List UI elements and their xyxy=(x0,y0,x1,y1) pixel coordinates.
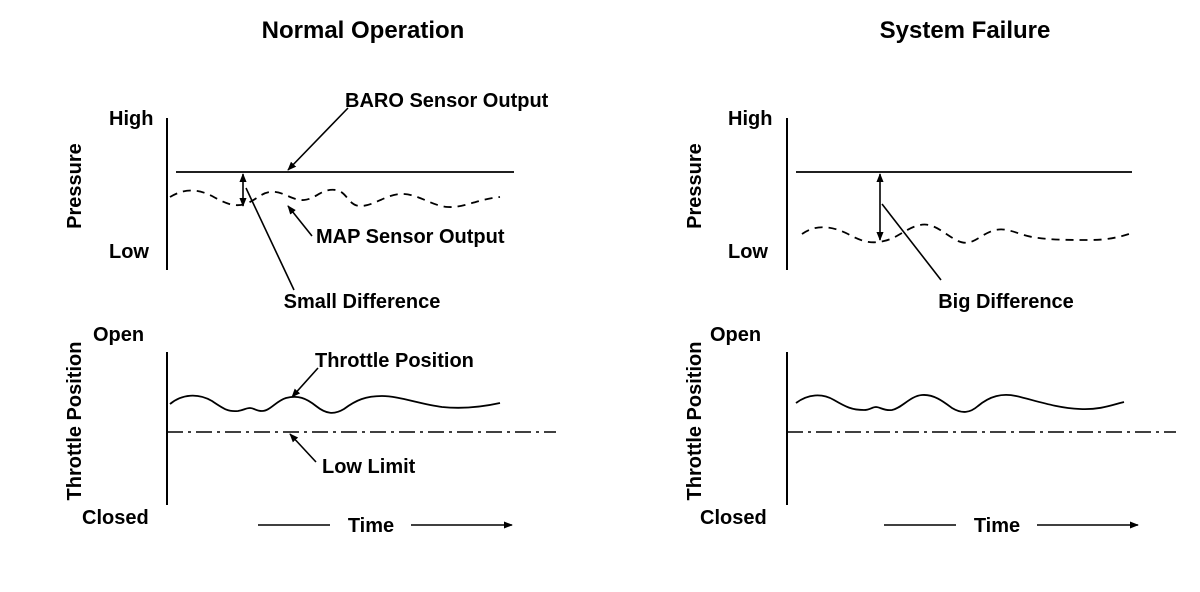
pressure-low-label: Low xyxy=(728,241,768,263)
low-limit-label: Low Limit xyxy=(322,456,416,478)
difference-label: Small Difference xyxy=(284,291,441,313)
throttle-graph: Open Closed Throttle Position Throttle P… xyxy=(64,324,556,537)
throttle-open-label: Open xyxy=(93,324,144,346)
baro-callout-arrow xyxy=(287,107,349,171)
time-label: Time xyxy=(348,515,394,537)
normal-operation-panel: Normal Operation High Low Pressure BARO … xyxy=(64,17,556,537)
map-sensor-line xyxy=(169,188,501,208)
throttle-axis-title: Throttle Position xyxy=(64,342,86,501)
pressure-graph: High Low Pressure Big Difference xyxy=(684,108,1133,313)
throttle-position-line xyxy=(795,393,1125,413)
system-failure-panel: System Failure High Low Pressure Big Dif… xyxy=(684,17,1176,537)
pressure-axis-title: Pressure xyxy=(64,143,86,229)
throttle-closed-label: Closed xyxy=(700,507,767,529)
throttle-graph: Open Closed Throttle Position Time xyxy=(684,324,1176,537)
throttle-open-label: Open xyxy=(710,324,761,346)
difference-label: Big Difference xyxy=(938,291,1074,313)
throttle-closed-label: Closed xyxy=(82,507,149,529)
map-sensor-label: MAP Sensor Output xyxy=(316,226,505,248)
panel-title: Normal Operation xyxy=(262,17,465,44)
pressure-high-label: High xyxy=(728,108,772,130)
pressure-graph: High Low Pressure BARO Sensor Output MAP… xyxy=(64,90,549,313)
throttle-position-label: Throttle Position xyxy=(315,350,474,372)
time-label: Time xyxy=(974,515,1020,537)
map-sensor-line xyxy=(801,223,1133,244)
pressure-high-label: High xyxy=(109,108,153,130)
panel-title: System Failure xyxy=(880,17,1051,44)
throttle-axis-title: Throttle Position xyxy=(684,342,706,501)
pressure-axis-title: Pressure xyxy=(684,143,706,229)
baro-sensor-label: BARO Sensor Output xyxy=(345,90,549,112)
low-limit-callout-arrow xyxy=(289,433,317,463)
throttle-callout-arrow xyxy=(291,367,319,398)
throttle-position-line xyxy=(169,394,501,414)
pressure-low-label: Low xyxy=(109,241,149,263)
difference-callout-line xyxy=(245,187,295,291)
map-callout-arrow xyxy=(287,205,313,237)
difference-callout-line xyxy=(881,203,942,281)
